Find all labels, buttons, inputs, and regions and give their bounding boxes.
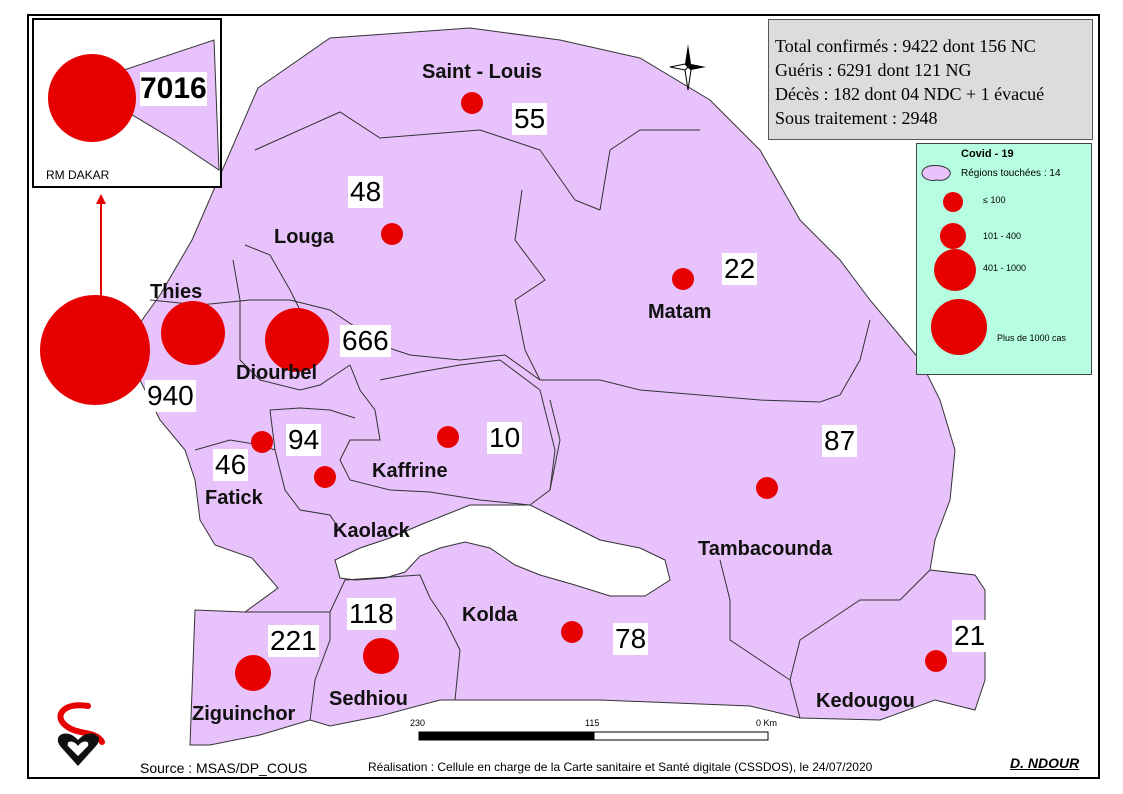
dakar-marker [48, 54, 136, 142]
legend-region-swatch-icon [921, 165, 951, 181]
case-count-saint-louis: 55 [512, 103, 548, 135]
scale-label-right: 0 Km [756, 718, 778, 728]
case-count-louga: 48 [348, 176, 384, 208]
scale-label-left: 230 [410, 718, 426, 728]
legend-title: Covid - 19 [961, 148, 1014, 160]
legend-marker-medium [940, 223, 966, 249]
region-label-tambacounda: Tambacounda [698, 538, 833, 560]
case-count-matam: 22 [722, 253, 758, 285]
legend-class-2: 101 - 400 [983, 231, 1022, 241]
region-label-kaolack: Kaolack [333, 520, 410, 542]
region-label-kedougou: Kedougou [816, 690, 915, 712]
marker-kedougou [925, 650, 947, 672]
stat-treatment: Sous traitement : 2948 [775, 108, 938, 128]
marker-ziguinchor [235, 655, 271, 691]
region-label-thies: Thies [150, 281, 203, 303]
stat-confirmed: Total confirmés : 9422 dont 156 NC [775, 36, 1036, 56]
case-count-kaffrine: 10 [487, 422, 523, 454]
region-label-kolda: Kolda [462, 604, 518, 626]
ministry-logo [57, 702, 105, 766]
marker-louga [381, 223, 403, 245]
region-label-sedhiou: Sedhiou [329, 688, 408, 710]
case-count-kolda: 78 [613, 623, 649, 655]
marker-sedhiou [363, 638, 399, 674]
marker-thies [161, 301, 225, 365]
north-arrow-icon [669, 44, 706, 91]
region-label-saint-louis: Saint - Louis [422, 61, 542, 83]
marker-fatick [251, 431, 273, 453]
region-label-ziguinchor: Ziguinchor [192, 703, 296, 725]
case-count-sedhiou: 118 [347, 598, 396, 630]
legend-marker-large [934, 249, 976, 291]
gambia [334, 504, 671, 597]
case-count-kedougou: 21 [952, 620, 988, 652]
marker-diourbel [265, 308, 329, 372]
legend-class-3: 401 - 1000 [983, 263, 1027, 273]
marker-tambacounda [756, 477, 778, 499]
region-label-diourbel: Diourbel [236, 362, 318, 384]
case-count-thies: 940 [145, 380, 196, 412]
stat-recovered: Guéris : 6291 dont 121 NG [775, 60, 972, 80]
region-label-kaffrine: Kaffrine [372, 460, 448, 482]
case-count-ziguinchor: 221 [268, 625, 319, 657]
legend-marker-small [943, 192, 963, 212]
marker-saint-louis [461, 92, 483, 114]
marker-matam [672, 268, 694, 290]
case-count-fatick: 46 [213, 449, 249, 481]
case-count-kaolack: 94 [286, 424, 322, 456]
case-count-tambacounda: 87 [822, 425, 858, 457]
legend: Covid - 19 Régions touchées : 14 ≤ 100 1… [916, 143, 1092, 375]
footer-source: Source : MSAS/DP_COUS [140, 760, 308, 776]
case-count-diourbel: 666 [340, 325, 391, 357]
scale-bar [418, 731, 769, 741]
legend-regions-touched: Régions touchées : 14 [961, 168, 1061, 179]
stat-deaths: Décès : 182 dont 04 NDC + 1 évacué [775, 84, 1045, 104]
legend-class-1: ≤ 100 [983, 195, 1006, 205]
legend-marker-xlarge [931, 299, 987, 355]
marker-dakar [40, 295, 150, 405]
region-label-louga: Louga [274, 226, 334, 248]
marker-kaffrine [437, 426, 459, 448]
dakar-inset: 7016 RM DAKAR [32, 18, 222, 188]
marker-kaolack [314, 466, 336, 488]
dakar-value: 7016 [140, 72, 207, 106]
legend-class-4: Plus de 1000 cas [997, 333, 1067, 343]
stats-box: Total confirmés : 9422 dont 156 NC Guéri… [768, 19, 1093, 140]
region-label-fatick: Fatick [205, 487, 263, 509]
footer-author: D. NDOUR [1010, 755, 1080, 771]
marker-kolda [561, 621, 583, 643]
scale-label-mid: 115 [585, 718, 600, 728]
dakar-label: RM DAKAR [46, 168, 110, 182]
region-label-matam: Matam [648, 301, 712, 323]
footer-realisation: Réalisation : Cellule en charge de la Ca… [368, 760, 873, 774]
